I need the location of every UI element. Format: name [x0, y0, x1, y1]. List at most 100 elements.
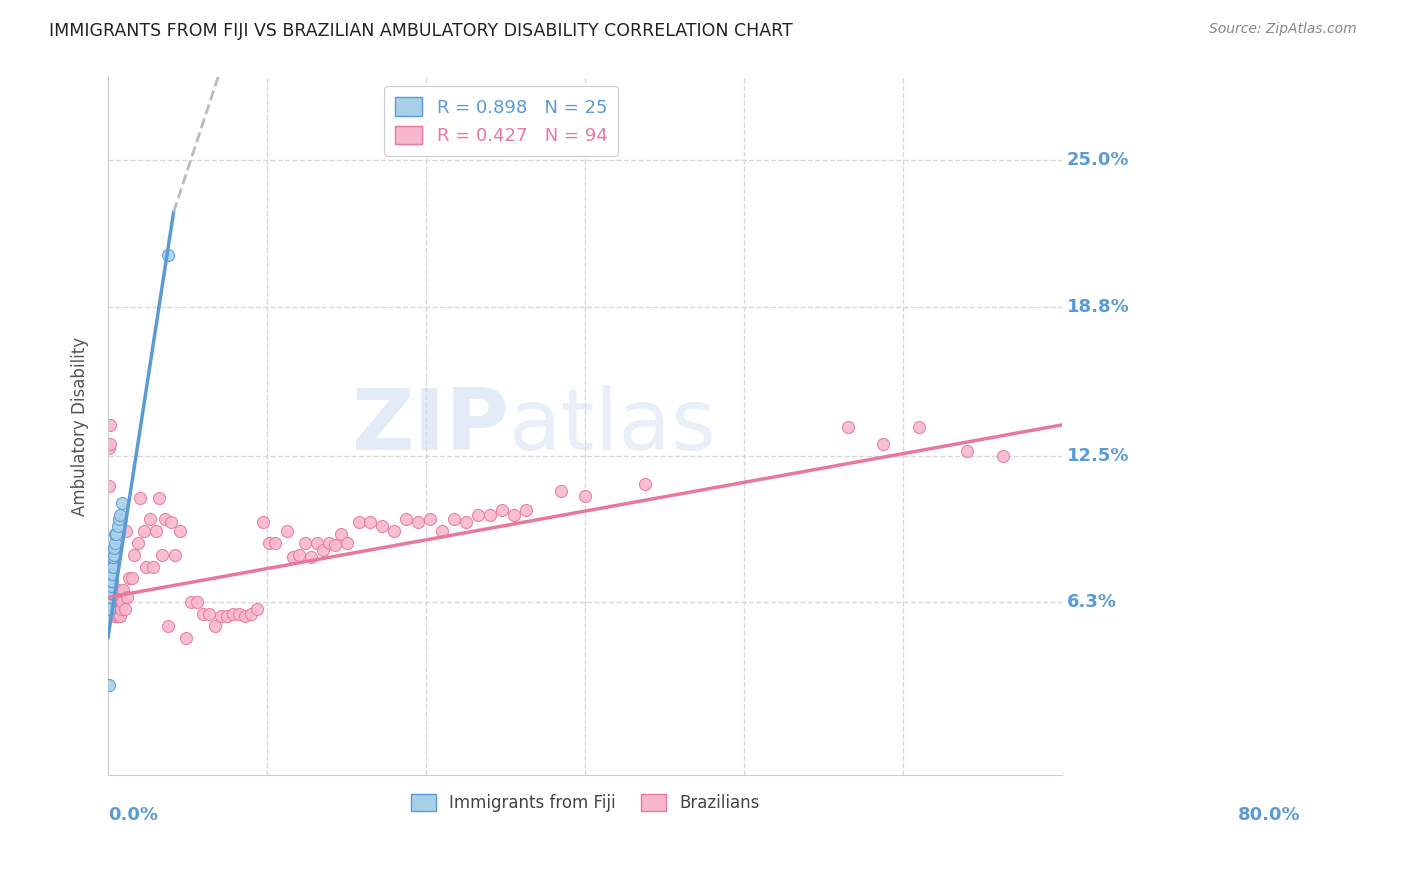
Point [382, 524, 405, 538]
Point [98, 602, 121, 616]
Point [233, 609, 256, 624]
Point [281, 550, 304, 565]
Point [118, 571, 141, 585]
Point [329, 526, 352, 541]
Point [108, 609, 131, 624]
Point [299, 550, 322, 565]
Point [634, 476, 657, 491]
Point [98, 591, 121, 605]
Point [115, 591, 138, 605]
Point [294, 536, 316, 550]
Point [100, 566, 122, 581]
Point [323, 538, 346, 552]
Point [100, 595, 122, 609]
Point [186, 595, 208, 609]
Point [163, 548, 186, 562]
Point [107, 609, 129, 624]
Text: 6.3%: 6.3% [1067, 593, 1118, 611]
Point [107, 607, 129, 621]
Point [347, 515, 370, 529]
Text: 80.0%: 80.0% [1239, 806, 1301, 824]
Point [198, 607, 221, 621]
Point [276, 524, 298, 538]
Point [101, 591, 124, 605]
Point [318, 536, 340, 550]
Point [107, 519, 129, 533]
Text: Source: ZipAtlas.com: Source: ZipAtlas.com [1209, 22, 1357, 37]
Legend: Immigrants from Fiji, Brazilians: Immigrants from Fiji, Brazilians [404, 787, 766, 819]
Point [222, 607, 245, 621]
Point [174, 631, 197, 645]
Point [148, 491, 170, 505]
Point [193, 607, 215, 621]
Point [169, 524, 191, 538]
Point [288, 548, 311, 562]
Point [155, 512, 177, 526]
Point [132, 524, 155, 538]
Point [104, 526, 127, 541]
Point [240, 607, 263, 621]
Point [228, 607, 250, 621]
Point [395, 512, 418, 526]
Point [100, 583, 122, 598]
Point [101, 550, 124, 565]
Point [246, 602, 269, 616]
Point [142, 559, 165, 574]
Point [112, 583, 135, 598]
Point [180, 595, 202, 609]
Point [257, 536, 280, 550]
Point [574, 489, 596, 503]
Point [454, 515, 477, 529]
Point [103, 602, 125, 616]
Point [252, 515, 274, 529]
Text: atlas: atlas [509, 384, 717, 467]
Point [103, 550, 125, 565]
Point [97, 678, 120, 692]
Point [837, 420, 859, 434]
Point [107, 595, 129, 609]
Y-axis label: Ambulatory Disability: Ambulatory Disability [72, 336, 89, 516]
Point [991, 449, 1014, 463]
Point [204, 618, 226, 632]
Point [121, 571, 143, 585]
Point [467, 508, 489, 522]
Point [104, 536, 127, 550]
Point [101, 559, 124, 574]
Point [150, 548, 173, 562]
Point [98, 583, 121, 598]
Point [111, 496, 134, 510]
Point [419, 512, 441, 526]
Text: 0.0%: 0.0% [108, 806, 157, 824]
Point [107, 512, 129, 526]
Point [97, 442, 120, 456]
Point [371, 519, 394, 533]
Point [103, 609, 125, 624]
Point [103, 548, 125, 562]
Point [98, 417, 121, 432]
Point [359, 515, 381, 529]
Point [139, 512, 162, 526]
Point [156, 618, 179, 632]
Point [101, 595, 124, 609]
Point [135, 559, 157, 574]
Point [122, 548, 145, 562]
Point [491, 503, 513, 517]
Point [111, 595, 134, 609]
Point [97, 598, 120, 612]
Point [108, 508, 131, 522]
Point [872, 436, 894, 450]
Point [105, 598, 128, 612]
Point [101, 566, 124, 581]
Point [209, 609, 232, 624]
Point [160, 515, 183, 529]
Point [305, 536, 328, 550]
Point [430, 524, 453, 538]
Point [515, 503, 537, 517]
Point [100, 436, 122, 450]
Point [956, 443, 979, 458]
Text: 12.5%: 12.5% [1067, 447, 1129, 465]
Point [336, 536, 359, 550]
Point [550, 483, 572, 498]
Point [103, 541, 125, 555]
Point [101, 559, 124, 574]
